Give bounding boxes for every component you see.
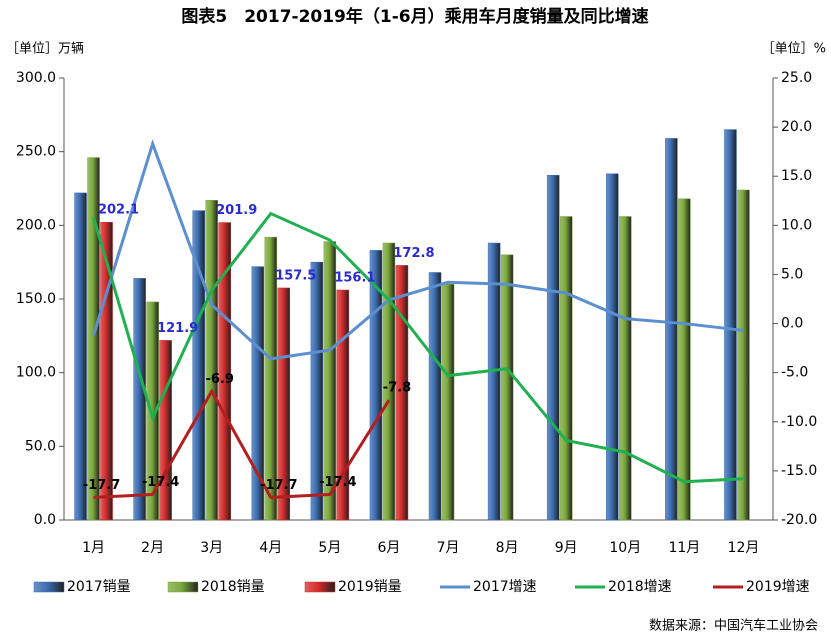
data-label: 157.5 bbox=[275, 268, 316, 283]
bar bbox=[559, 216, 573, 521]
x-tick-label: 6月 bbox=[377, 540, 400, 556]
bar bbox=[251, 266, 265, 521]
x-tick-label: 2月 bbox=[141, 540, 164, 556]
bar bbox=[395, 265, 409, 521]
x-tick-label: 10月 bbox=[609, 540, 641, 556]
bar bbox=[74, 192, 87, 521]
bar bbox=[277, 287, 291, 521]
bar bbox=[310, 261, 324, 521]
bar bbox=[159, 340, 172, 521]
bar bbox=[546, 174, 560, 521]
data-label: 121.9 bbox=[157, 321, 198, 336]
x-tick-label: 5月 bbox=[318, 540, 341, 556]
legend-swatch bbox=[167, 581, 199, 593]
y2-tick-label: 20.0 bbox=[781, 119, 812, 135]
bar bbox=[382, 242, 396, 521]
y2-tick-label: 25.0 bbox=[781, 70, 812, 86]
y-axis-label: ［单位］万辆 bbox=[6, 42, 84, 57]
data-label: -6.9 bbox=[205, 372, 233, 387]
bar bbox=[205, 200, 218, 521]
bar bbox=[678, 198, 691, 521]
data-label: -17.7 bbox=[260, 478, 297, 493]
legend-label: 2018增速 bbox=[608, 579, 672, 595]
bar bbox=[724, 129, 737, 521]
x-tick-label: 7月 bbox=[437, 540, 460, 556]
data-label: 201.9 bbox=[216, 203, 257, 218]
x-tick-label: 12月 bbox=[728, 540, 760, 556]
bar bbox=[500, 254, 514, 521]
y-tick-label: 200.0 bbox=[16, 217, 56, 233]
bar bbox=[264, 236, 278, 521]
y-tick-label: 100.0 bbox=[16, 365, 56, 381]
bar bbox=[606, 173, 619, 521]
data-label: -17.4 bbox=[142, 475, 179, 490]
data-label: -7.8 bbox=[383, 381, 411, 396]
legend-swatch bbox=[304, 581, 336, 593]
bar bbox=[619, 216, 632, 521]
x-tick-label: 4月 bbox=[259, 540, 282, 556]
y2-tick-label: -5.0 bbox=[781, 365, 808, 381]
source-note: 数据来源：中国汽车工业协会 bbox=[649, 618, 818, 634]
bar bbox=[192, 210, 205, 521]
y-tick-label: 300.0 bbox=[16, 70, 56, 86]
y2-tick-label: 0.0 bbox=[781, 316, 803, 332]
x-tick-label: 3月 bbox=[200, 540, 223, 556]
x-tick-label: 11月 bbox=[668, 540, 700, 556]
line-series bbox=[92, 139, 744, 361]
legend-swatch bbox=[33, 581, 65, 593]
legend-label: 2019增速 bbox=[746, 579, 810, 595]
legend-label: 2018销量 bbox=[201, 579, 265, 595]
data-label: -17.4 bbox=[319, 475, 356, 490]
y-tick-label: 50.0 bbox=[25, 438, 56, 454]
x-tick-label: 1月 bbox=[82, 540, 105, 556]
data-label: 202.1 bbox=[98, 203, 139, 218]
bar bbox=[369, 250, 383, 521]
bar bbox=[665, 138, 678, 521]
bar bbox=[146, 301, 159, 521]
x-tick-label: 8月 bbox=[496, 540, 519, 556]
bar bbox=[487, 242, 501, 521]
legend-label: 2017增速 bbox=[473, 579, 537, 595]
y-tick-label: 150.0 bbox=[16, 291, 56, 307]
bar bbox=[100, 221, 113, 521]
y2-tick-label: 5.0 bbox=[781, 266, 803, 282]
bar bbox=[428, 272, 442, 521]
x-tick-label: 9月 bbox=[555, 540, 578, 556]
bar bbox=[441, 284, 455, 521]
line-series bbox=[92, 211, 744, 484]
data-label: -17.7 bbox=[83, 478, 120, 493]
y2-tick-label: 10.0 bbox=[781, 217, 812, 233]
legend-label: 2017销量 bbox=[67, 579, 131, 595]
y2-tick-label: -20.0 bbox=[781, 512, 817, 528]
legend-label: 2019销量 bbox=[338, 579, 402, 595]
y2-tick-label: -10.0 bbox=[781, 414, 817, 430]
bar bbox=[737, 189, 750, 521]
line-series bbox=[93, 388, 391, 499]
chart-title: 图表5 2017-2019年（1-6月）乘用车月度销量及同比增速 bbox=[181, 6, 648, 27]
data-label: 156.1 bbox=[334, 271, 375, 286]
data-label: 172.8 bbox=[393, 246, 434, 261]
bar bbox=[336, 289, 350, 521]
y-tick-label: 0.0 bbox=[34, 512, 56, 528]
y2-tick-label: 15.0 bbox=[781, 168, 812, 184]
y2-tick-label: -15.0 bbox=[781, 463, 817, 479]
bar bbox=[87, 157, 100, 521]
bar bbox=[218, 222, 231, 521]
y2-axis-label: ［单位］% bbox=[762, 42, 826, 57]
y-tick-label: 250.0 bbox=[16, 144, 56, 160]
